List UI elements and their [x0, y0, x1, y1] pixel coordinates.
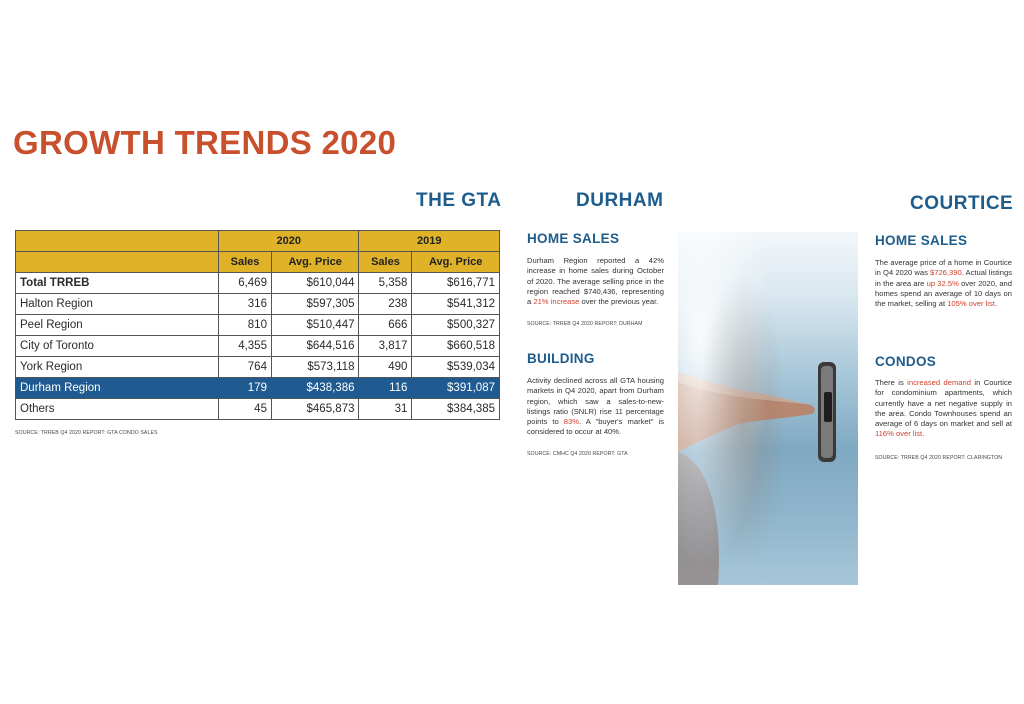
- finger-doorbell-photo: [678, 232, 858, 585]
- text-segment: Activity declined across all GTA housing…: [527, 376, 664, 427]
- region-cell: City of Toronto: [15, 335, 219, 357]
- sales-2019-cell: 3,817: [358, 335, 413, 357]
- year-header-row: 2020 2019: [15, 230, 500, 252]
- durham-building-text: Activity declined across all GTA housing…: [527, 376, 664, 438]
- price-2019-cell: $616,771: [411, 272, 500, 294]
- price-2019-cell: $500,327: [411, 314, 500, 336]
- courtice-home-sales-text: The average price of a home in Courtice …: [875, 258, 1012, 309]
- page-title: GROWTH TRENDS 2020: [13, 124, 397, 161]
- durham-heading: DURHAM: [576, 190, 664, 211]
- sales-2019-cell: 31: [358, 398, 413, 420]
- courtice-condos-heading: CONDOS: [875, 354, 937, 369]
- price-2019-cell: $541,312: [411, 293, 500, 315]
- region-cell: Peel Region: [15, 314, 219, 336]
- photo-blur: [698, 272, 788, 572]
- courtice-source-note: SOURCE: TRREB Q4 2020 REPORT: CLARINGTON: [875, 455, 1003, 461]
- durham-home-sales-source: SOURCE: TRREB Q4 2020 REPORT: DURHAM: [527, 321, 643, 327]
- region-cell: York Region: [15, 356, 219, 378]
- text-segment: over the previous year.: [579, 297, 659, 307]
- text-segment: Durham Region reported a 42% increase in…: [527, 256, 664, 307]
- highlight-text: 116% over list: [875, 429, 923, 439]
- column-header-row: Sales Avg. Price Sales Avg. Price: [15, 251, 500, 273]
- table-row: York Region 764 $573,118 490 $539,034: [15, 356, 500, 378]
- price-2020-cell: $510,447: [270, 314, 360, 336]
- courtice-heading: COURTICE: [910, 193, 1014, 214]
- price-2020-cell: $465,873: [270, 398, 360, 420]
- durham-home-sales-heading: HOME SALES: [527, 231, 620, 246]
- sales-2020-cell: 45: [218, 398, 272, 420]
- year-header-2019: 2019: [358, 230, 500, 252]
- courtice-home-sales-heading: HOME SALES: [875, 233, 968, 248]
- table-corner-cell: [15, 251, 219, 273]
- table-row: Others 45 $465,873 31 $384,385: [15, 398, 500, 420]
- highlight-text: up 32.5%: [926, 278, 959, 288]
- text-segment: .: [922, 429, 925, 439]
- price-2019-cell: $391,087: [411, 377, 500, 399]
- region-cell: Others: [15, 398, 219, 420]
- text-segment: .: [994, 299, 998, 309]
- table-row: City of Toronto 4,355 $644,516 3,817 $66…: [15, 335, 500, 357]
- sales-2020-cell: 810: [218, 314, 272, 336]
- text-segment: . A "buyer's market" is considered to oc…: [527, 417, 664, 437]
- text-segment: The average price of a home in Courtice …: [875, 258, 1012, 278]
- durham-home-sales-text: Durham Region reported a 42% increase in…: [527, 256, 664, 307]
- price-2020-cell: $597,305: [270, 293, 360, 315]
- column-header-price-2020: Avg. Price: [270, 251, 360, 273]
- region-cell: Halton Region: [15, 293, 219, 315]
- region-cell: Durham Region: [15, 377, 219, 399]
- highlight-text: 21% increase: [533, 297, 580, 307]
- price-2019-cell: $539,034: [411, 356, 500, 378]
- sales-2020-cell: 316: [218, 293, 272, 315]
- highlight-text: 105% over list: [947, 299, 995, 309]
- column-header-price-2019: Avg. Price: [411, 251, 500, 273]
- sales-2019-cell: 238: [358, 293, 413, 315]
- price-2020-cell: $644,516: [270, 335, 360, 357]
- table-row: Total TRREB 6,469 $610,044 5,358 $616,77…: [15, 272, 500, 294]
- durham-building-source: SOURCE: CMHC Q4 2020 REPORT: GTA: [527, 451, 628, 457]
- region-cell: Total TRREB: [15, 272, 219, 294]
- price-2020-cell: $573,118: [270, 356, 360, 378]
- price-2019-cell: $384,385: [411, 398, 500, 420]
- durham-building-heading: BUILDING: [527, 351, 595, 366]
- gta-heading: THE GTA: [416, 190, 502, 211]
- text-segment: . Actual listings in the area are: [875, 268, 1012, 288]
- table-corner-cell: [15, 230, 219, 252]
- sales-2020-cell: 764: [218, 356, 272, 378]
- price-2020-cell: $610,044: [270, 272, 360, 294]
- text-segment: There is: [875, 378, 908, 387]
- sales-2020-cell: 4,355: [218, 335, 272, 357]
- sales-2019-cell: 5,358: [358, 272, 413, 294]
- sales-2020-cell: 6,469: [218, 272, 272, 294]
- highlight-text: 83%: [563, 417, 579, 427]
- table-row: Halton Region 316 $597,305 238 $541,312: [15, 293, 500, 315]
- price-2020-cell: $438,386: [270, 377, 360, 399]
- gta-sales-table: 2020 2019 Sales Avg. Price Sales Avg. Pr…: [15, 230, 500, 420]
- text-segment: over 2020, and homes spend an average of…: [875, 278, 1012, 309]
- highlight-text: increased demand: [907, 378, 971, 387]
- table-row: Peel Region 810 $510,447 666 $500,327: [15, 314, 500, 336]
- column-header-sales-2019: Sales: [358, 251, 413, 273]
- courtice-condos-text: There is increased demand in Courtice fo…: [875, 378, 1012, 440]
- highlight-text: $726,390: [930, 268, 962, 278]
- gta-source-note: SOURCE: TRREB Q4 2020 REPORT: GTA CONDO …: [15, 430, 158, 436]
- price-2019-cell: $660,518: [411, 335, 500, 357]
- sales-2019-cell: 116: [358, 377, 413, 399]
- column-header-sales-2020: Sales: [218, 251, 272, 273]
- photo-highlight: [678, 232, 778, 585]
- year-header-2020: 2020: [217, 230, 360, 252]
- table-row-highlighted: Durham Region 179 $438,386 116 $391,087: [15, 377, 500, 399]
- text-segment: in Courtice for condominium apartments, …: [875, 378, 1012, 429]
- sales-2019-cell: 490: [358, 356, 413, 378]
- sales-2019-cell: 666: [358, 314, 413, 336]
- sales-2020-cell: 179: [218, 377, 272, 399]
